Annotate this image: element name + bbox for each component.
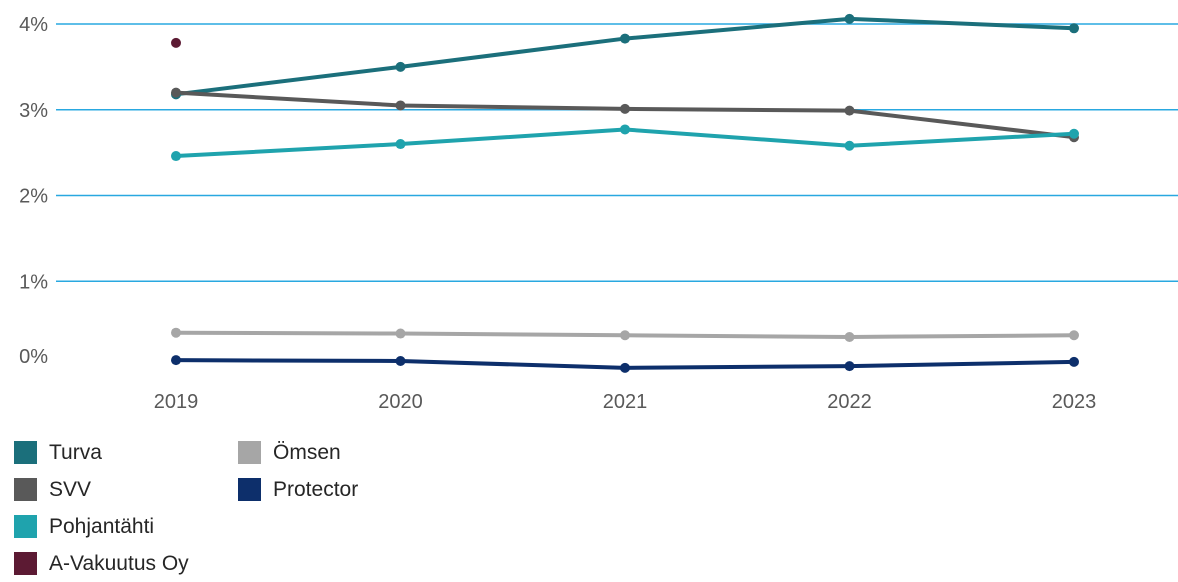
- data-point-pohjant-hti: [171, 151, 181, 162]
- legend-item: Protector: [238, 471, 434, 508]
- legend-swatch: [14, 515, 37, 538]
- data-point--msen: [620, 330, 630, 341]
- series-lines: [174, 16, 1076, 370]
- data-point-protector: [1069, 356, 1079, 367]
- data-point-a-vakuutus-oy: [171, 37, 181, 48]
- data-point-pohjant-hti: [395, 139, 406, 150]
- data-point-protector: [844, 361, 855, 372]
- legend-label: Turva: [49, 440, 102, 464]
- data-point-turva: [1069, 23, 1079, 34]
- x-tick-label: 2019: [154, 391, 199, 413]
- y-tick-label: 0%: [19, 346, 48, 368]
- legend-label: Protector: [273, 477, 359, 501]
- data-point-pohjant-hti: [844, 140, 855, 151]
- data-point-pohjant-hti: [1069, 128, 1079, 139]
- legend-swatch: [14, 441, 37, 464]
- data-point-protector: [620, 362, 630, 373]
- legend-item: Ömsen: [238, 434, 434, 471]
- data-point-svv: [395, 100, 406, 111]
- data-point-pohjant-hti: [620, 124, 630, 135]
- legend-swatch: [14, 552, 37, 575]
- x-axis-ticks: 2019 2020 2021 2022 2023: [154, 391, 1097, 413]
- y-tick-label: 1%: [19, 271, 48, 293]
- series-points: [171, 13, 1079, 373]
- y-tick-label: 4%: [19, 14, 48, 36]
- legend-label: SVV: [49, 477, 92, 501]
- legend-spacer: [238, 508, 434, 545]
- x-tick-label: 2022: [827, 391, 872, 413]
- legend-item: A-Vakuutus Oy: [14, 545, 238, 582]
- data-point-svv: [844, 105, 855, 116]
- legend-item: Turva: [14, 434, 238, 471]
- data-point-turva: [844, 13, 855, 24]
- line-chart: 0% 1% 2% 3% 4% 2019 2020 2021 2022 2023: [19, 13, 1178, 413]
- data-point-protector: [171, 355, 181, 366]
- legend-item: Pohjantähti: [14, 508, 238, 545]
- legend-label: Pohjantähti: [49, 514, 155, 538]
- y-tick-label: 2%: [19, 186, 48, 208]
- data-point--msen: [1069, 330, 1079, 341]
- x-tick-label: 2020: [378, 391, 423, 413]
- y-axis-ticks: 0% 1% 2% 3% 4%: [19, 14, 48, 368]
- legend-swatch: [14, 478, 37, 501]
- y-tick-label: 3%: [19, 100, 48, 122]
- data-point--msen: [171, 327, 181, 338]
- legend-label: A-Vakuutus Oy: [49, 551, 189, 575]
- legend-item: SVV: [14, 471, 238, 508]
- legend-swatch: [238, 478, 261, 501]
- data-point-turva: [620, 33, 630, 44]
- series-line-turva: [174, 16, 1076, 97]
- data-point-turva: [395, 61, 406, 72]
- data-point-svv: [620, 103, 630, 114]
- legend-swatch: [238, 441, 261, 464]
- data-point--msen: [395, 328, 406, 339]
- x-tick-label: 2023: [1052, 391, 1097, 413]
- data-point--msen: [844, 331, 855, 342]
- legend: Turva Ömsen SVV Protector Pohjantähti A-Vakuu…: [14, 434, 434, 582]
- data-point-svv: [171, 87, 181, 98]
- x-tick-label: 2021: [603, 391, 648, 413]
- legend-spacer: [238, 545, 434, 582]
- legend-label: Ömsen: [273, 440, 341, 464]
- data-point-protector: [395, 355, 406, 366]
